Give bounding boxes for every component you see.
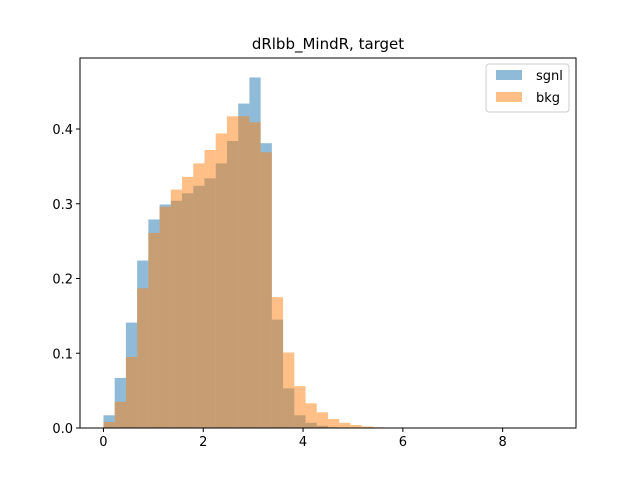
x-tick-label-4: 4 <box>299 435 307 450</box>
bar-bkg-6 <box>170 189 183 428</box>
bar-bkg-12 <box>238 116 250 428</box>
plot-frame <box>79 57 577 429</box>
y-tick-label-3: 0.3 <box>52 198 73 213</box>
legend-label-sgnl: sgnl <box>536 69 563 84</box>
bar-bkg-13 <box>249 122 261 428</box>
y-axis: 0.0 0.1 0.2 0.3 0.4 <box>52 123 80 437</box>
bar-bkg-4 <box>148 232 160 428</box>
bar-bkg-3 <box>137 288 149 428</box>
x-tick-label-6: 6 <box>399 435 407 450</box>
bar-bkg-0 <box>103 422 115 428</box>
bar-bkg-10 <box>215 133 227 429</box>
bar-bkg-19 <box>316 412 328 428</box>
chart-title: dRlbb_MindR, target <box>252 35 404 54</box>
y-tick-label-4: 0.4 <box>52 123 73 138</box>
bar-bkg-5 <box>159 206 171 428</box>
x-tick-label-2: 2 <box>199 435 207 450</box>
bar-bkg-9 <box>204 149 216 428</box>
legend-swatch-bkg <box>496 92 522 102</box>
legend-label-bkg: bkg <box>536 91 560 106</box>
bar-bkg-22 <box>350 425 362 428</box>
bar-bkg-17 <box>294 386 306 428</box>
x-tick-label-0: 0 <box>99 435 107 450</box>
bar-bkg-2 <box>125 356 138 428</box>
bar-bkg-7 <box>182 176 194 428</box>
bar-bkg-16 <box>283 352 295 428</box>
x-axis: 0 2 4 6 8 <box>99 428 507 450</box>
bar-bkg-8 <box>193 163 205 429</box>
bar-bkg-15 <box>271 297 284 428</box>
bar-bkg-11 <box>226 116 239 428</box>
bar-bkg-23 <box>361 426 373 428</box>
y-tick-label-1: 0.1 <box>52 347 73 362</box>
bar-bkg-1 <box>114 401 126 428</box>
bar-sgnl-0 <box>103 415 115 428</box>
bar-bkg-18 <box>305 403 317 428</box>
bar-bkg-20 <box>328 419 340 428</box>
y-tick-label-0: 0.0 <box>52 422 73 437</box>
legend: sgnl bkg <box>485 63 570 113</box>
bars-group <box>103 77 418 429</box>
bar-bkg-14 <box>260 152 272 428</box>
legend-swatch-sgnl <box>496 70 522 80</box>
y-tick-label-2: 0.2 <box>52 273 73 288</box>
bar-bkg-21 <box>339 422 351 428</box>
x-tick-label-8: 8 <box>499 435 507 450</box>
